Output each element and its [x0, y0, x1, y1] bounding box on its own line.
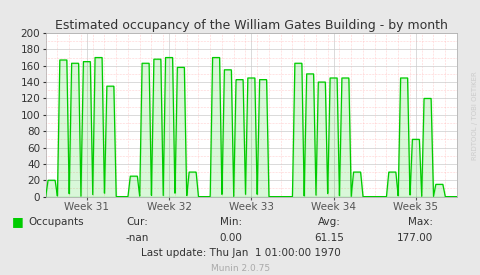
- Text: Avg:: Avg:: [317, 217, 340, 227]
- Text: Munin 2.0.75: Munin 2.0.75: [211, 264, 269, 273]
- Text: Max:: Max:: [407, 217, 432, 227]
- Text: 0.00: 0.00: [219, 233, 242, 243]
- Text: 177.00: 177.00: [396, 233, 432, 243]
- Text: -nan: -nan: [125, 233, 148, 243]
- Title: Estimated occupancy of the William Gates Building - by month: Estimated occupancy of the William Gates…: [55, 19, 447, 32]
- Text: ■: ■: [12, 215, 24, 228]
- Text: Occupants: Occupants: [29, 217, 84, 227]
- Text: Cur:: Cur:: [126, 217, 148, 227]
- Text: Last update: Thu Jan  1 01:00:00 1970: Last update: Thu Jan 1 01:00:00 1970: [140, 248, 340, 258]
- Text: RRDTOOL / TOBI OETIKER: RRDTOOL / TOBI OETIKER: [471, 71, 477, 160]
- Text: 61.15: 61.15: [314, 233, 344, 243]
- Text: Min:: Min:: [219, 217, 241, 227]
